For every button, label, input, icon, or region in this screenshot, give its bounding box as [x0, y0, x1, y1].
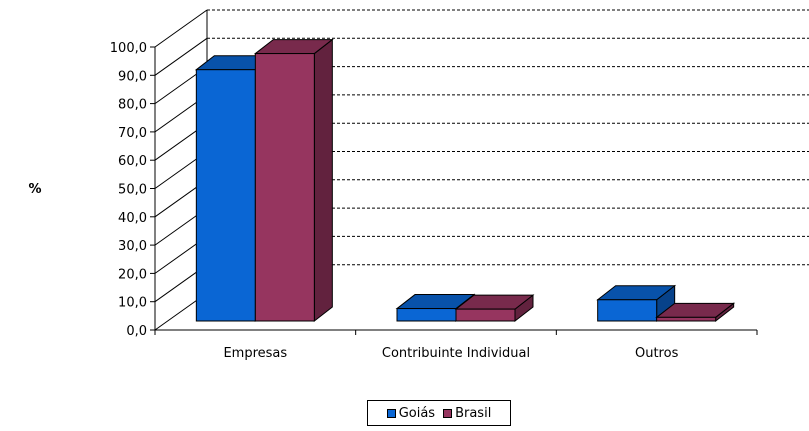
legend-item-series-2: Brasil: [443, 406, 491, 421]
x-tick-labels: Empresas Contribuinte Individual Outros: [223, 346, 678, 361]
y-tick-label: 30,0: [118, 239, 147, 254]
y-tick-label: 50,0: [118, 183, 147, 198]
side-gridline: [154, 9, 208, 48]
legend-label-series-1: Goiás: [398, 405, 436, 421]
axes: [150, 46, 758, 335]
legend-label-series-2: Brasil: [455, 405, 492, 421]
y-tick-labels: 0,0 10,0 20,0 30,0 40,0 50,0 60,0 70,0 80,0 90,0 1…: [110, 41, 147, 339]
legend: Goiás Brasil: [367, 400, 511, 426]
y-tick-label: 10,0: [118, 296, 147, 311]
x-tick-label: Outros: [635, 346, 679, 361]
y-tick-label: 20,0: [118, 267, 147, 282]
bar-Empresas-Goiás: [195, 69, 256, 322]
y-axis-label: %: [28, 182, 41, 197]
y-tick-label: 100,0: [110, 41, 147, 56]
y-tick-label: 70,0: [118, 126, 147, 141]
bar-side-Empresas-Brasil: [313, 38, 333, 323]
y-tick-label: 80,0: [118, 98, 147, 113]
side-gridline: [154, 37, 208, 76]
x-tick-label: Contribuinte Individual: [382, 346, 530, 361]
legend-item-series-1: Goiás: [386, 405, 436, 421]
y-tick-label: 0,0: [126, 324, 147, 339]
bar-Contribuinte Individual-Brasil: [455, 308, 516, 322]
bar-Empresas-Brasil: [254, 53, 315, 322]
bar-Outros-Brasil: [656, 316, 717, 322]
bar-chart: 0,0 10,0 20,0 30,0 40,0 50,0 60,0 70,0 80,0 90,0 1…: [28, 9, 809, 361]
y-tick-label: 90,0: [118, 69, 147, 84]
y-tick-label: 60,0: [118, 154, 147, 169]
legend-swatch-series-1: [386, 408, 396, 418]
bars: [194, 38, 736, 323]
bar-Outros-Goiás: [597, 299, 658, 322]
x-tick-label: Empresas: [223, 346, 287, 361]
y-tick-label: 40,0: [118, 211, 147, 226]
bar-Contribuinte Individual-Goiás: [396, 308, 457, 322]
legend-swatch-series-2: [443, 408, 453, 418]
